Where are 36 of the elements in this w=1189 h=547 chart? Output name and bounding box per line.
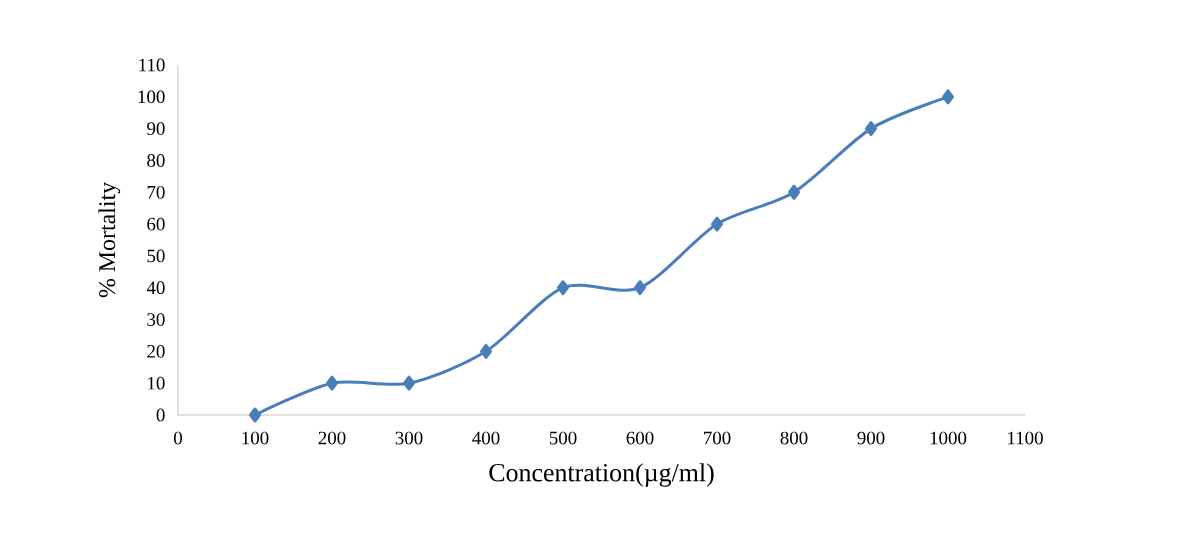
- point: [865, 121, 878, 137]
- x-tick-label: 1000: [930, 431, 967, 445]
- y-tick-label: 40: [146, 281, 165, 295]
- y-tick-label: 60: [147, 217, 165, 231]
- point: [711, 216, 724, 232]
- point: [788, 184, 801, 200]
- point: [480, 343, 493, 359]
- x-tick-label: 600: [626, 431, 654, 445]
- x-tick-label: 900: [857, 431, 885, 445]
- y-tick-label: 0: [156, 408, 165, 422]
- point: [249, 407, 262, 423]
- x-tick-label: 300: [395, 431, 423, 445]
- y-tick-label: 90: [147, 122, 165, 136]
- point: [326, 375, 339, 391]
- x-tick-label: 1100: [1008, 431, 1043, 445]
- point: [403, 375, 416, 391]
- point: [557, 280, 570, 296]
- y-tick-label: 100: [138, 90, 165, 104]
- x-axis-title: Concentration(µg/ml): [489, 463, 714, 487]
- y-tick-label: 110: [139, 58, 165, 72]
- x-tick-label: 200: [318, 431, 346, 445]
- y-tick-label: 10: [148, 376, 165, 390]
- y-tick-label: 30: [147, 313, 165, 326]
- x-tick-label: 800: [780, 431, 808, 445]
- y-tick-label: 20: [147, 344, 165, 358]
- x-tick-label: 500: [549, 431, 577, 445]
- y-tick-label: 50: [147, 249, 165, 263]
- point: [634, 280, 647, 296]
- x-tick-label: 400: [472, 431, 500, 445]
- x-tick-label: 100: [242, 431, 269, 445]
- y-tick-label: 70: [147, 185, 165, 199]
- x-tick-label: 700: [704, 431, 731, 445]
- point: [942, 89, 955, 105]
- y-tick-label: 80: [147, 154, 165, 167]
- x-tick-label: 0: [174, 431, 183, 445]
- y-axis-title: % Mortality: [98, 181, 121, 298]
